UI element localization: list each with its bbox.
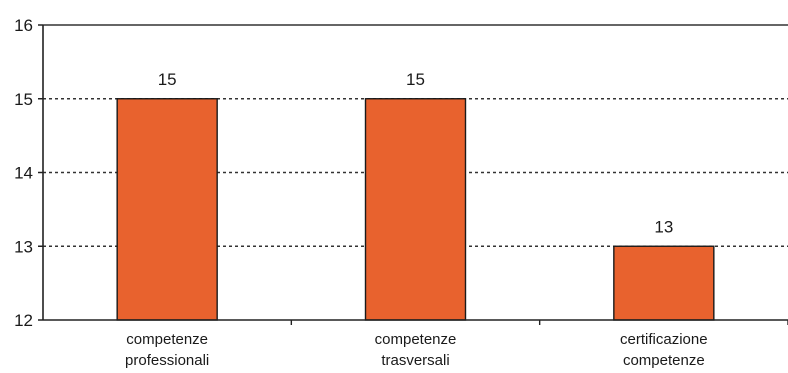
y-tick-label: 14	[14, 164, 33, 183]
x-category-label: competenze	[623, 352, 705, 369]
x-category-label: certificazione	[620, 331, 708, 348]
bar	[116, 98, 218, 321]
y-tick-label: 13	[14, 237, 33, 256]
y-tick-label: 15	[14, 90, 33, 109]
labels: 12 13 14 15 16 15 competenze professionali 15 com…	[14, 16, 708, 369]
data-label: 13	[654, 217, 673, 236]
x-category-label: trasversali	[381, 352, 449, 369]
data-label: 15	[406, 70, 425, 89]
y-tick-label: 16	[14, 16, 33, 35]
y-tick-label: 12	[14, 311, 33, 330]
axes	[38, 24, 788, 325]
bar	[364, 98, 467, 321]
x-category-label: competenze	[375, 331, 457, 348]
bars	[116, 98, 715, 321]
bar	[613, 245, 715, 321]
data-label: 15	[158, 70, 177, 89]
x-category-label: professionali	[125, 352, 209, 369]
x-category-label: competenze	[126, 331, 208, 348]
